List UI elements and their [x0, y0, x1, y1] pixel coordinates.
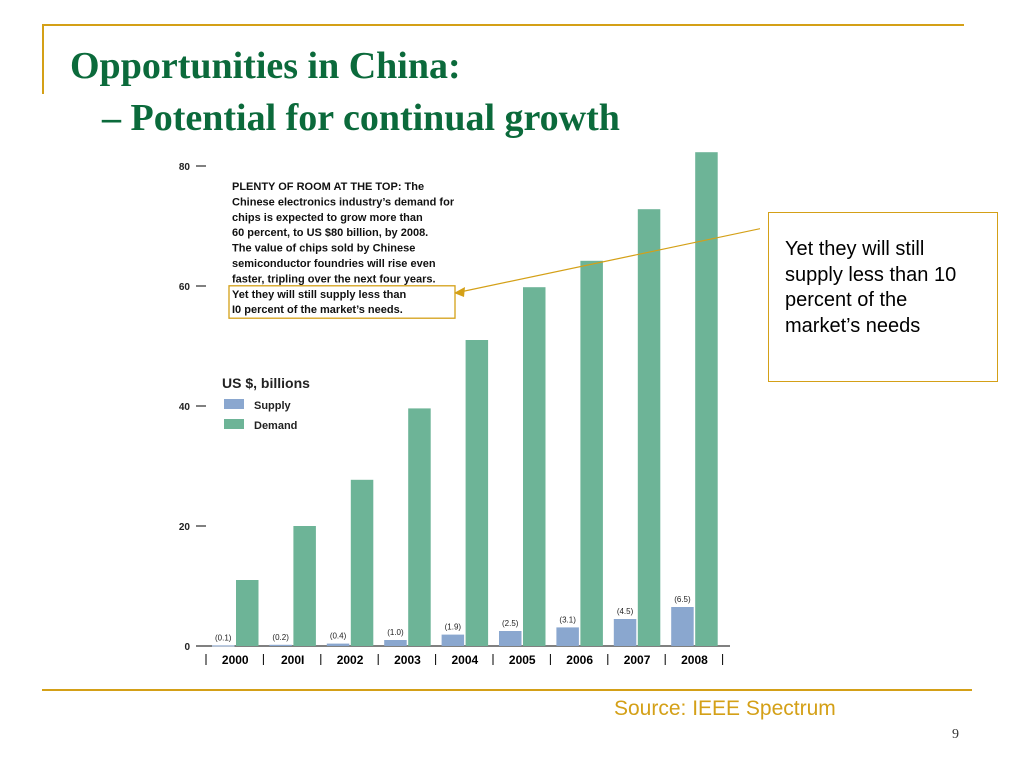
demand-bar: [695, 152, 718, 646]
supply-data-label: (0.4): [330, 632, 347, 641]
annotation-line: The value of chips sold by Chinese: [232, 243, 415, 255]
bottom-rule: [42, 689, 972, 691]
source-citation: Source: IEEE Spectrum: [614, 697, 836, 720]
demand-bar: [236, 580, 259, 646]
demand-supply-chart: 0 20 40 60 80 (0.1) 2000 (0.2) 200I (0.4) 2002 (1.0…: [179, 152, 760, 667]
supply-data-label: (6.5): [674, 595, 691, 604]
left-rule: [42, 24, 44, 94]
legend-swatch: [224, 399, 244, 409]
y-tick-label: 60: [179, 282, 191, 293]
annotation-line: I0 percent of the market’s needs.: [232, 304, 403, 316]
annotation-line: Chinese electronics industry’s demand fo…: [232, 196, 455, 208]
x-tick-label: 2000: [222, 653, 249, 667]
annotation-line: 60 percent, to US $80 billion, by 2008.: [232, 227, 428, 239]
demand-bar: [408, 408, 431, 646]
annotation-line: chips is expected to grow more than: [232, 212, 423, 224]
demand-bar: [465, 340, 489, 646]
x-tick-label: 2005: [509, 653, 536, 667]
legend-label: Demand: [254, 420, 297, 432]
y-tick-label: 20: [179, 522, 191, 533]
demand-bar: [350, 479, 374, 646]
supply-bar: [212, 645, 235, 647]
supply-bar: [671, 607, 694, 646]
x-tick-label: 2003: [394, 653, 421, 667]
supply-bar: [326, 643, 350, 646]
supply-data-label: (0.1): [215, 633, 232, 642]
x-tick-label: 200I: [281, 653, 304, 667]
y-tick-label: 0: [184, 642, 190, 653]
supply-bar: [499, 631, 522, 646]
y-tick-label: 80: [179, 162, 191, 173]
x-tick-label: 2007: [624, 653, 651, 667]
supply-bar: [441, 634, 465, 646]
demand-bar: [637, 209, 661, 646]
annotation-line: semiconductor foundries will rise even: [232, 258, 436, 270]
annotation-highlight-box: [228, 285, 456, 319]
demand-bar: [293, 526, 316, 646]
x-tick-label: 2008: [681, 653, 708, 667]
legend-label: Supply: [254, 400, 292, 412]
slide-title: Opportunities in China:: [70, 45, 461, 87]
callout-connector: [459, 228, 760, 293]
x-tick-label: 2004: [451, 653, 478, 667]
supply-data-label: (2.5): [502, 619, 519, 628]
demand-bar: [523, 287, 546, 646]
demand-bar: [580, 260, 603, 646]
annotation-line: faster, tripling over the next four year…: [232, 273, 436, 285]
x-tick-label: 2002: [337, 653, 364, 667]
supply-bar: [269, 644, 292, 646]
page-number: 9: [952, 727, 959, 742]
legend-title: US $, billions: [222, 375, 310, 391]
annotation-line: PLENTY OF ROOM AT THE TOP: The: [232, 181, 424, 193]
supply-data-label: (0.2): [272, 633, 289, 642]
supply-bar: [556, 627, 579, 646]
connector-arrowhead: [454, 287, 465, 297]
y-tick-label: 40: [179, 402, 191, 413]
supply-bar: [384, 640, 407, 646]
callout-box: Yet they will still supply less than 10 …: [768, 212, 998, 382]
top-rule: [42, 24, 964, 26]
callout-text: Yet they will still supply less than 10 …: [785, 238, 957, 337]
supply-data-label: (4.5): [617, 607, 634, 616]
supply-data-label: (1.9): [445, 623, 462, 632]
x-tick-label: 2006: [566, 653, 593, 667]
legend-swatch: [224, 419, 244, 429]
supply-bar: [613, 619, 637, 646]
slide-subtitle: – Potential for continual growth: [102, 97, 620, 139]
annotation-line: Yet they will still supply less than: [232, 289, 406, 301]
supply-data-label: (3.1): [559, 615, 576, 624]
supply-data-label: (1.0): [387, 628, 404, 637]
